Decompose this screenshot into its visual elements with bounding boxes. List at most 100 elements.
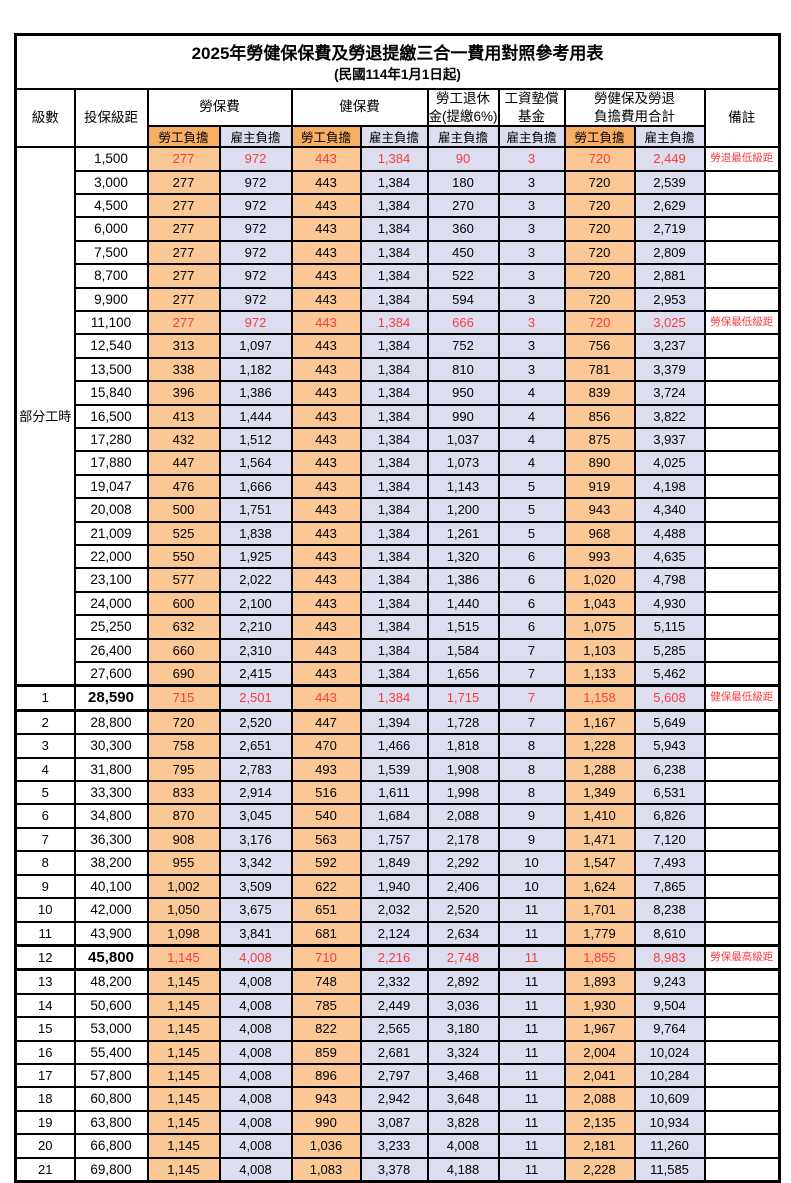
remark-cell [703,567,781,593]
value-cell: 3,937 [633,426,706,453]
value-cell: 1,838 [218,520,293,547]
bracket-cell: 63,800 [73,1109,149,1136]
value-cell: 4,025 [633,450,706,476]
value-cell: 810 [426,356,500,383]
value-cell: 10 [497,873,566,900]
value-cell: 1,512 [218,426,293,453]
value-cell: 443 [290,520,362,547]
remark-cell [703,756,781,783]
value-cell: 5 [497,473,566,500]
remark-cell [703,850,781,876]
header-sub-row: 勞工負擔 雇主負擔 勞工負擔 雇主負擔 雇主負擔 雇主負擔 勞工負擔 雇主負擔 [16,125,780,149]
table-row: 8,700 277 972 443 1,384 522 3 720 2,881 [16,263,781,289]
value-cell: 2,797 [359,1062,429,1089]
value-cell: 1,384 [359,146,429,172]
value-cell: 8,238 [633,897,706,923]
value-cell: 972 [218,146,293,172]
value-cell: 7 [497,684,566,712]
value-cell: 1,020 [563,567,636,593]
remark-cell [703,403,781,429]
table-row: 17,280 432 1,512 443 1,384 1,037 4 875 3,937 [16,426,781,453]
level-cell: 15 [14,1016,76,1042]
value-cell: 9,243 [633,968,706,995]
value-cell: 896 [290,1062,362,1089]
value-cell: 443 [290,661,362,687]
value-cell: 7,493 [633,850,706,876]
value-cell: 1,288 [563,756,636,783]
bracket-cell: 16,500 [73,403,149,429]
table-row: 24,000 600 2,100 443 1,384 1,440 6 1,043 4,930 [16,590,781,617]
remark-cell [703,497,781,523]
bracket-cell: 9,900 [73,286,149,312]
value-cell: 720 [563,169,636,195]
value-cell: 1,384 [359,263,429,289]
value-cell: 3,233 [359,1133,429,1159]
bracket-cell: 20,008 [73,497,149,523]
table-row: 3,000 277 972 443 1,384 180 3 720 2,539 [16,169,781,195]
value-cell: 990 [426,403,500,429]
value-cell: 1,384 [359,590,429,617]
value-cell: 1,440 [426,590,500,617]
remark-cell [703,920,781,947]
value-cell: 1,097 [218,333,293,359]
value-cell: 1,564 [218,450,293,476]
value-cell: 1,384 [359,614,429,640]
bracket-cell: 23,100 [73,567,149,593]
table-row: 17 57,800 1,145 4,008 896 2,797 3,468 11 2,041 10… [14,1062,781,1089]
table-row: 13 48,200 1,145 4,008 748 2,332 2,892 11 1,893 9,… [14,968,781,995]
table-body: 部分工時 1,500 277 972 443 1,384 90 3 720 2,449 勞退最低級距… [14,146,781,1183]
value-cell: 5 [497,497,566,523]
value-cell: 833 [146,780,221,806]
value-cell: 4,008 [218,1039,293,1065]
value-cell: 972 [218,263,293,289]
value-cell: 1,547 [563,850,636,876]
value-cell: 443 [290,637,362,664]
value-cell: 600 [146,590,221,617]
table-row: 26,400 660 2,310 443 1,384 1,584 7 1,103 5,285 [16,637,781,664]
value-cell: 360 [426,216,500,242]
value-cell: 5,943 [633,733,706,759]
value-cell: 3,025 [633,309,706,336]
value-cell: 632 [146,614,221,640]
value-cell: 2,520 [426,897,500,923]
value-cell: 9 [497,803,566,829]
table-row: 21,009 525 1,838 443 1,384 1,261 5 968 4,488 [16,520,781,547]
remark-cell [703,192,781,219]
value-cell: 1,384 [359,543,429,570]
value-cell: 443 [290,192,362,219]
level-cell-part-time: 部分工時 [14,146,76,687]
bracket-cell: 66,800 [73,1133,149,1159]
bracket-cell: 55,400 [73,1039,149,1065]
table-row: 15,840 396 1,386 443 1,384 950 4 839 3,724 [16,380,781,406]
bracket-cell: 17,880 [73,450,149,476]
level-cell: 8 [14,850,76,876]
value-cell: 11 [497,968,566,995]
title-row: 2025年勞健保保費及勞退提繳三合一費用對照參考用表 (民國114年1月1日起) [14,33,781,90]
value-cell: 950 [426,380,500,406]
table-row: 22,000 550 1,925 443 1,384 1,320 6 993 4,635 [16,543,781,570]
value-cell: 3,324 [426,1039,500,1065]
value-cell: 660 [146,637,221,664]
value-cell: 1,384 [359,192,429,219]
value-cell: 1,611 [359,780,429,806]
title-cell: 2025年勞健保保費及勞退提繳三合一費用對照參考用表 (民國114年1月1日起) [14,33,781,90]
remark-cell [703,263,781,289]
value-cell: 11 [497,992,566,1019]
value-cell: 1,349 [563,780,636,806]
value-cell: 4,635 [633,543,706,570]
header-wage-fund-line1: 工資墊償 [504,91,559,106]
value-cell: 11 [497,897,566,923]
value-cell: 1,050 [146,897,221,923]
value-cell: 10,024 [633,1039,706,1065]
value-cell: 972 [218,169,293,195]
level-cell: 3 [14,733,76,759]
level-cell: 16 [14,1039,76,1065]
subheader-labor-employee: 勞工負擔 [146,125,221,149]
value-cell: 3,045 [218,803,293,829]
bracket-cell: 28,590 [73,684,149,712]
value-cell: 2,216 [359,943,429,972]
remark-cell: 勞保最高級距 [703,943,781,972]
value-cell: 2,004 [563,1039,636,1065]
value-cell: 1,384 [359,520,429,547]
value-cell: 1,037 [426,426,500,453]
